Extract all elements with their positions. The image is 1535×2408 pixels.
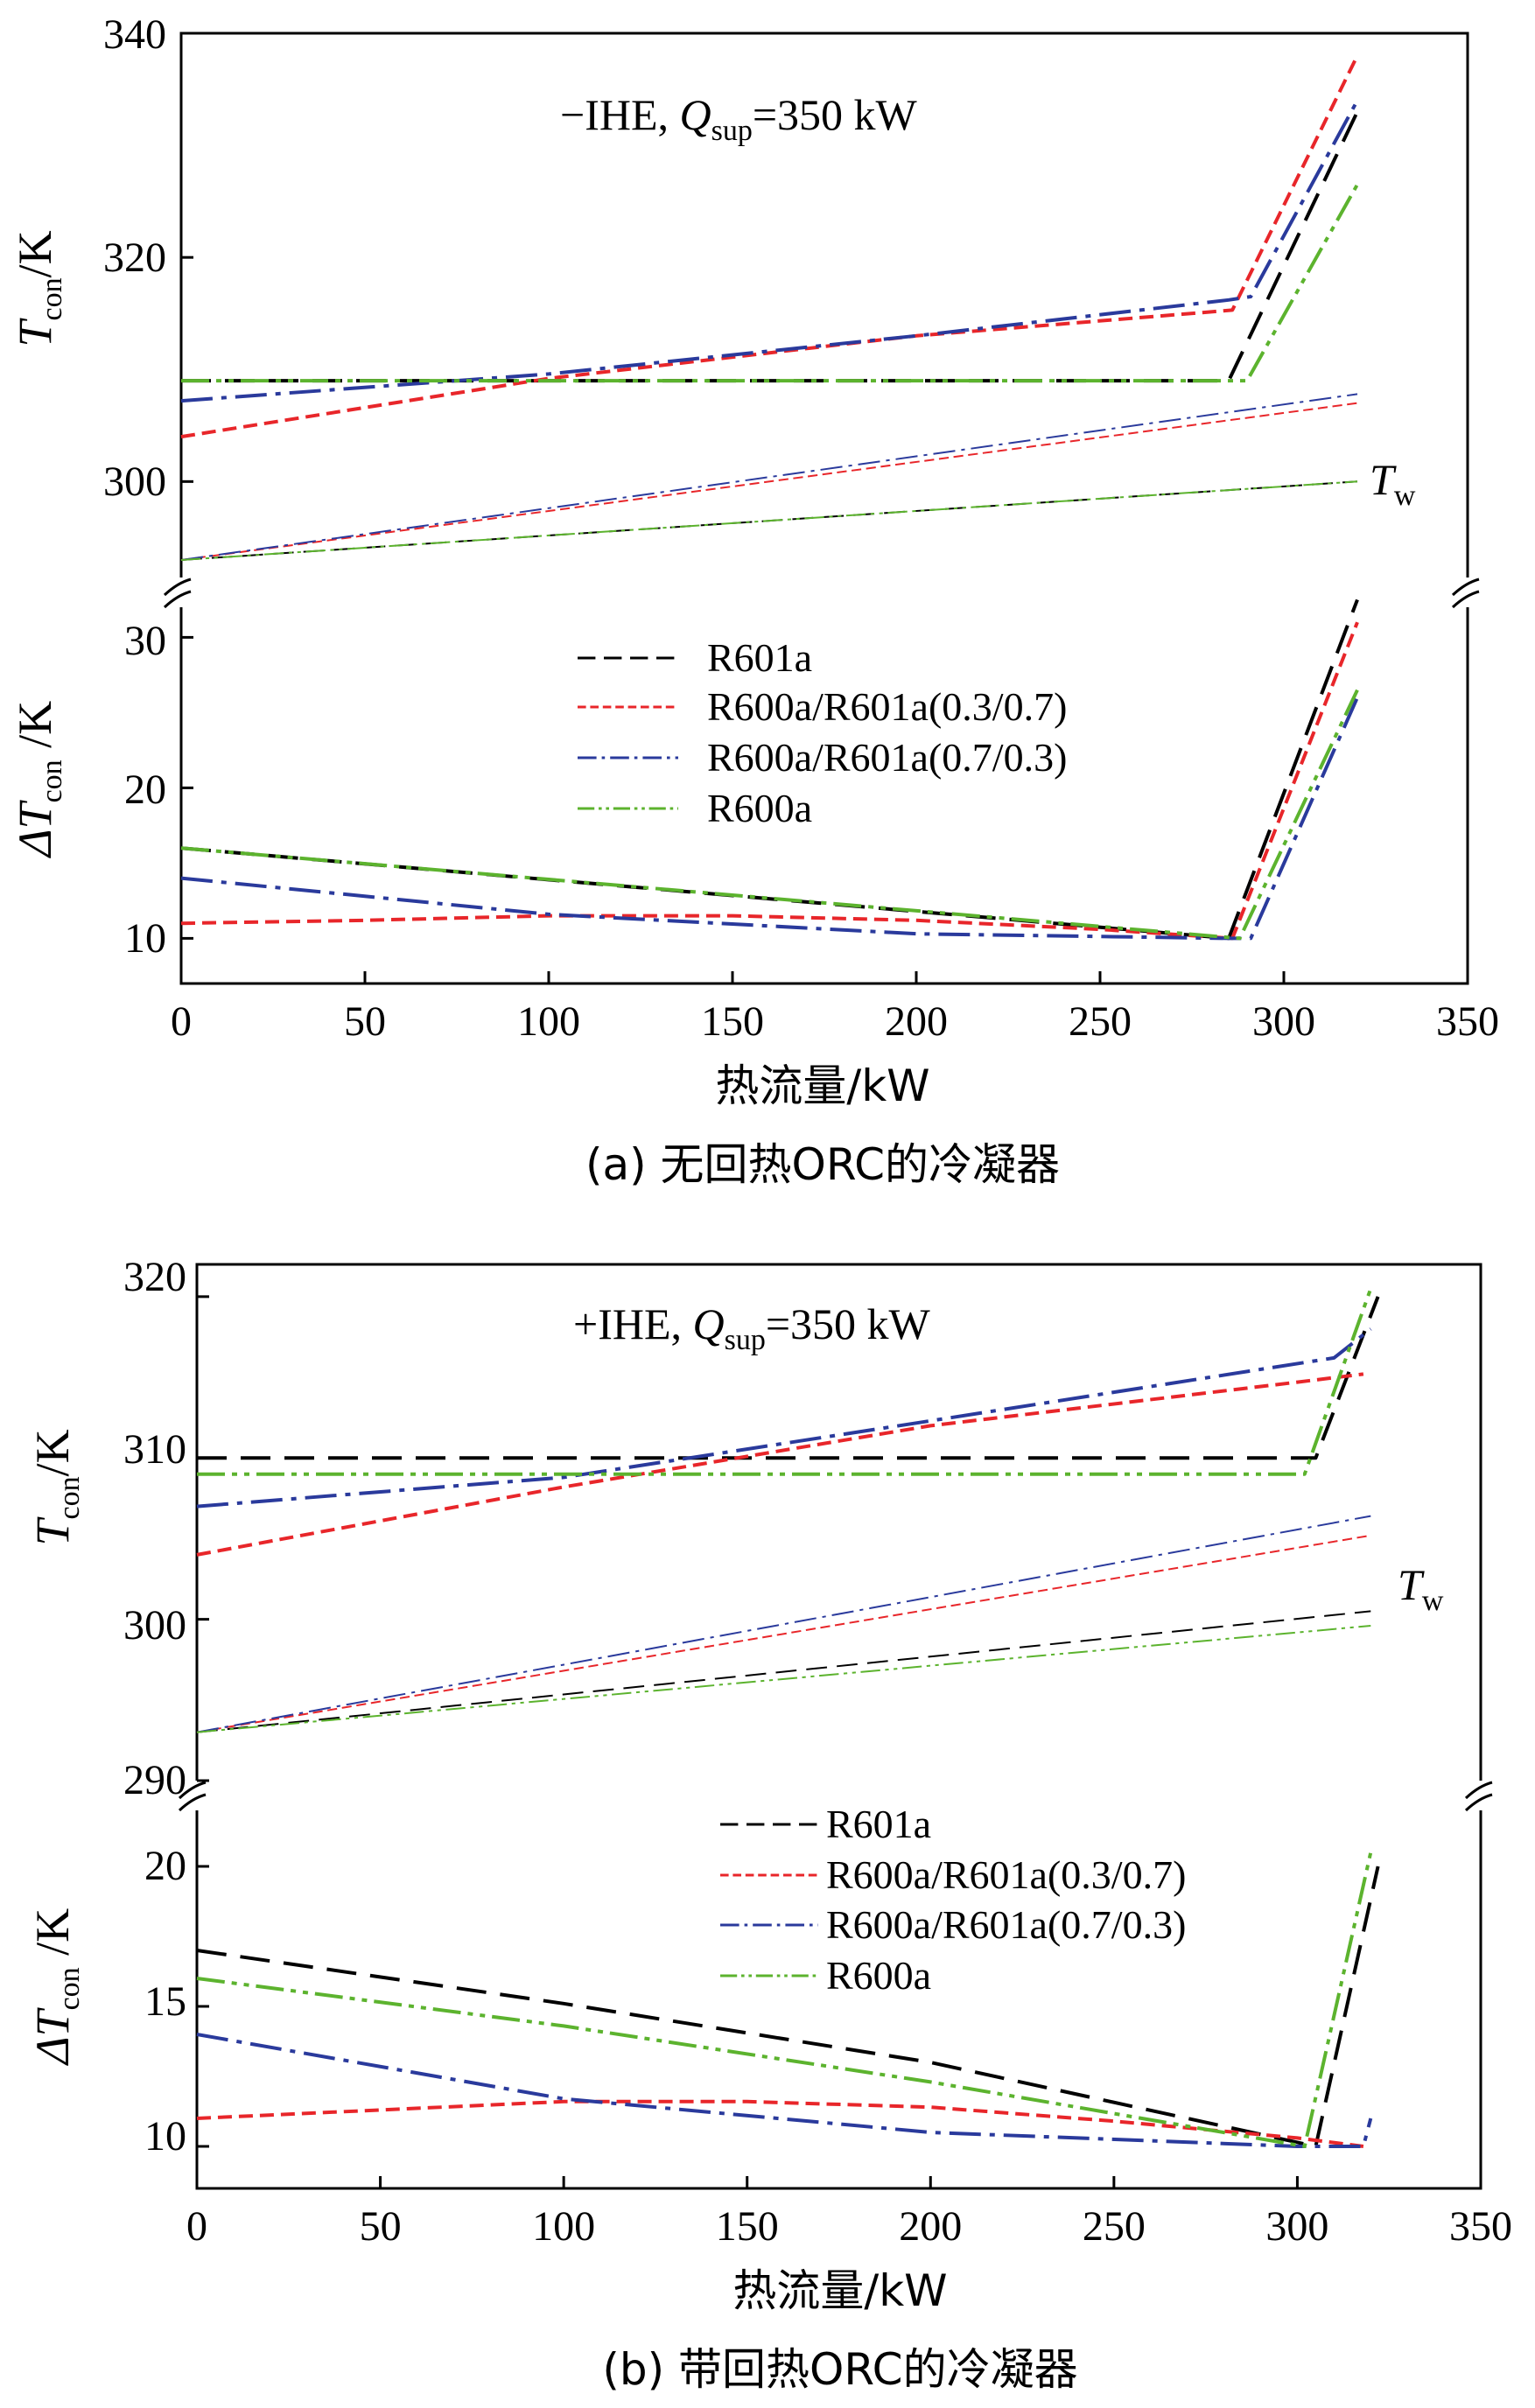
legend-label: R600a/R601a(0.3/0.7) — [826, 1852, 1186, 1897]
panel-b-lower-y-tick-marks — [197, 1865, 209, 2148]
x-tick-label: 150 — [716, 2203, 779, 2250]
upper-series-tw-r601a — [196, 1610, 1371, 1733]
x-tick-label: 150 — [701, 998, 764, 1045]
y-tick-label: 10 — [144, 2113, 186, 2160]
panel-b-x-tick-labels: 0 50 100 150 200 250 300 350 — [186, 2203, 1512, 2250]
x-tick-label: 200 — [885, 998, 948, 1045]
upper-series-tcon-r600a — [197, 1288, 1373, 1476]
lower-series-r600a-r601a-0-3-0-7 — [196, 2099, 1364, 2148]
panel-a-lower-y-tick-labels: 10 20 30 — [124, 618, 166, 962]
panel-a-legend: R601a R600a/R601a(0.3/0.7) R600a/R601a(0… — [578, 635, 1067, 830]
y-tick-label: 320 — [103, 234, 166, 281]
panel-b-legend: R601a R600a/R601a(0.3/0.7) R600a/R601a(0… — [720, 1802, 1186, 1998]
y-tick-label: 290 — [123, 1757, 186, 1803]
y-tick-label: 20 — [124, 766, 166, 813]
legend-label: R601a — [707, 635, 812, 680]
x-tick-label: 50 — [344, 998, 386, 1045]
panel-b-condition-annotation: +IHE, Qsup=350 kW — [573, 1299, 931, 1356]
y-tick-label: 300 — [103, 458, 166, 505]
x-tick-label: 350 — [1449, 2203, 1512, 2250]
panel-b-axis-break-gap — [179, 1781, 1492, 1810]
legend-label: R600a — [826, 1953, 931, 1998]
upper-series-tcon-r600a-r601a-0-3-0-7 — [196, 1372, 1364, 1557]
panel-a: 0 50 100 150 200 250 300 350 300 320 340… — [9, 11, 1499, 1190]
y-tick-label: 30 — [124, 618, 166, 664]
panel-a-upper-y-axis-label: Tcon/K — [9, 230, 68, 346]
x-tick-label: 100 — [517, 998, 580, 1045]
panel-b-frame — [195, 1263, 1482, 2190]
panel-a-tw-label: Tw — [1370, 455, 1416, 512]
panel-b-upper-series — [196, 1288, 1380, 1733]
panel-a-lower-y-tick-marks — [181, 635, 193, 940]
panel-a-upper-y-tick-marks — [181, 32, 193, 483]
x-tick-label: 300 — [1252, 998, 1315, 1045]
y-tick-label: 20 — [144, 1843, 186, 1889]
lower-series-r600a-r601a-0-7-0-3 — [180, 696, 1359, 941]
upper-series-tw-r600a-r601a-0-7-0-3 — [180, 393, 1358, 561]
y-tick-label: 310 — [123, 1426, 186, 1473]
upper-series-tcon-r600a-r601a-0-7-0-3 — [180, 99, 1359, 403]
y-tick-label: 340 — [103, 11, 166, 58]
x-tick-label: 250 — [1083, 2203, 1146, 2250]
upper-series-tcon-r600a — [181, 183, 1359, 383]
upper-series-tcon-r601a — [181, 110, 1359, 383]
legend-label: R600a — [707, 786, 812, 830]
panel-b-upper-y-axis-label: Tcon/K — [26, 1429, 86, 1545]
panel-a-lower-y-axis-label: ΔTcon /K — [9, 701, 68, 858]
upper-series-tw-r600a — [196, 1625, 1371, 1733]
panel-b-caption: (b) 带回热ORC的冷凝器 — [602, 2344, 1077, 2395]
panel-a-x-axis-label: 热流量/kW — [715, 1060, 929, 1111]
x-tick-label: 0 — [171, 998, 192, 1045]
panel-b-x-tick-marks — [195, 2176, 1482, 2188]
panel-a-axis-break-gap — [166, 578, 1479, 607]
legend-label: R600a/R601a(0.7/0.3) — [826, 1902, 1186, 1947]
x-tick-label: 100 — [532, 2203, 595, 2250]
upper-series-tcon-r600a-r601a-0-3-0-7 — [180, 54, 1359, 439]
upper-series-tw-r600a — [180, 480, 1358, 561]
panel-a-condition-annotation: −IHE, Qsup=350 kW — [560, 90, 918, 147]
upper-series-tw-r600a-r601a-0-3-0-7 — [180, 402, 1358, 561]
legend-label: R600a/R601a(0.7/0.3) — [707, 735, 1067, 780]
lower-series-r601a — [196, 1866, 1380, 2148]
panel-b-x-axis-label: 热流量/kW — [732, 2265, 947, 2316]
panel-a-frame — [179, 32, 1469, 985]
panel-a-lower-series — [180, 598, 1359, 941]
x-tick-label: 200 — [899, 2203, 962, 2250]
y-tick-label: 300 — [123, 1602, 186, 1648]
upper-series-tcon-r601a — [197, 1296, 1380, 1460]
lower-series-r600a — [196, 1852, 1373, 2148]
y-tick-label: 15 — [144, 1978, 186, 2025]
lower-series-r600a — [180, 689, 1359, 941]
x-tick-label: 50 — [360, 2203, 402, 2250]
panel-a-caption: (a) 无回热ORC的冷凝器 — [585, 1139, 1060, 1190]
panel-a-upper-y-tick-labels: 300 320 340 — [103, 11, 166, 505]
panel-a-x-tick-labels: 0 50 100 150 200 250 300 350 — [171, 998, 1499, 1045]
x-tick-label: 250 — [1069, 998, 1132, 1045]
upper-series-tw-r600a-r601a-0-7-0-3 — [196, 1515, 1371, 1733]
panel-a-axis-break-right — [1451, 578, 1480, 609]
panel-b: 0 50 100 150 200 250 300 350 290 300 310… — [26, 1254, 1512, 2395]
upper-series-tw-r600a-r601a-0-3-0-7 — [196, 1534, 1371, 1733]
legend-label: R601a — [826, 1802, 931, 1846]
x-tick-label: 300 — [1265, 2203, 1328, 2250]
y-tick-label: 320 — [123, 1254, 186, 1300]
y-tick-label: 10 — [124, 915, 166, 962]
panel-b-lower-y-axis-label: ΔTcon /K — [26, 1908, 86, 2066]
panel-b-tw-label: Tw — [1398, 1560, 1444, 1617]
lower-series-r600a-r601a-0-7-0-3 — [196, 2033, 1373, 2148]
panel-b-upper-y-tick-labels: 290 300 310 320 — [123, 1254, 186, 1803]
panel-b-lower-y-tick-labels: 10 15 20 — [144, 1843, 186, 2160]
panel-b-axis-break-right — [1464, 1781, 1493, 1812]
panel-b-lower-series — [196, 1852, 1380, 2148]
panel-a-axis-break-left — [163, 578, 192, 609]
panel-a-upper-series — [180, 54, 1359, 561]
panel-b-upper-y-tick-marks — [197, 1295, 209, 1782]
upper-series-tcon-r600a-r601a-0-7-0-3 — [196, 1327, 1372, 1508]
x-tick-label: 350 — [1436, 998, 1499, 1045]
x-tick-label: 0 — [186, 2203, 207, 2250]
panel-a-x-tick-marks — [179, 971, 1469, 984]
panel-b-axis-break-left — [178, 1781, 207, 1812]
legend-label: R600a/R601a(0.3/0.7) — [707, 684, 1067, 729]
